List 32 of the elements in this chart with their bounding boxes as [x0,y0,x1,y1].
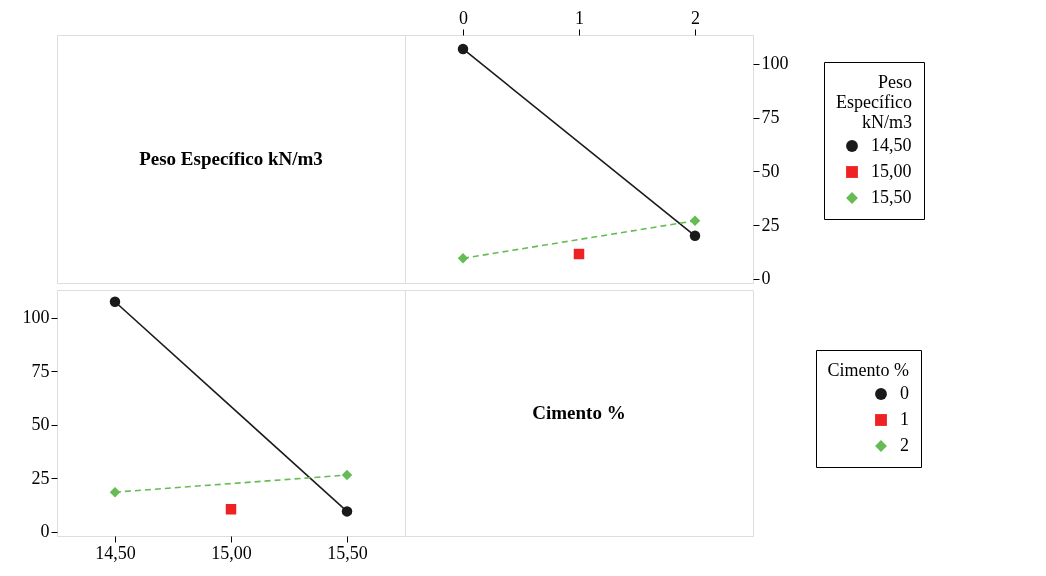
legend-title: Cimento % [827,360,909,380]
legend-label: 15,00 [871,161,912,181]
y-tick-label: 50 [761,160,780,181]
point [573,248,585,260]
y-tick-label: 75 [31,360,50,381]
text: Peso Específico kN/m3 [139,148,323,169]
legend-title: Peso Específico kN/m3 [836,72,912,132]
point [341,469,353,481]
y-tick-label: 25 [761,214,780,235]
x-tick-label: 14,50 [95,542,136,563]
x-tick-label: 15,00 [211,542,252,563]
x-tick-label: 0 [459,7,468,28]
point [225,504,237,515]
legend-label: 1 [900,409,909,429]
y-tick-label: 0 [761,268,771,289]
point [341,506,353,517]
x-tick-label: 15,50 [327,542,368,563]
legend-label: 15,50 [871,187,912,207]
point [109,486,121,498]
x-tick-label: 2 [691,7,700,28]
y-tick-label: 50 [31,414,50,435]
y-tick-label: 75 [761,107,780,128]
legend-label: 2 [900,435,909,455]
legend-label: 14,50 [871,135,912,155]
text: Cimento % [532,402,626,423]
point [457,43,469,55]
y-tick-label: 100 [761,53,789,74]
x-tick-label: 1 [575,7,584,28]
legend-label: 0 [900,383,909,403]
y-tick-label: 25 [31,467,50,488]
y-tick-label: 100 [22,307,50,328]
y-tick-label: 0 [40,521,50,542]
